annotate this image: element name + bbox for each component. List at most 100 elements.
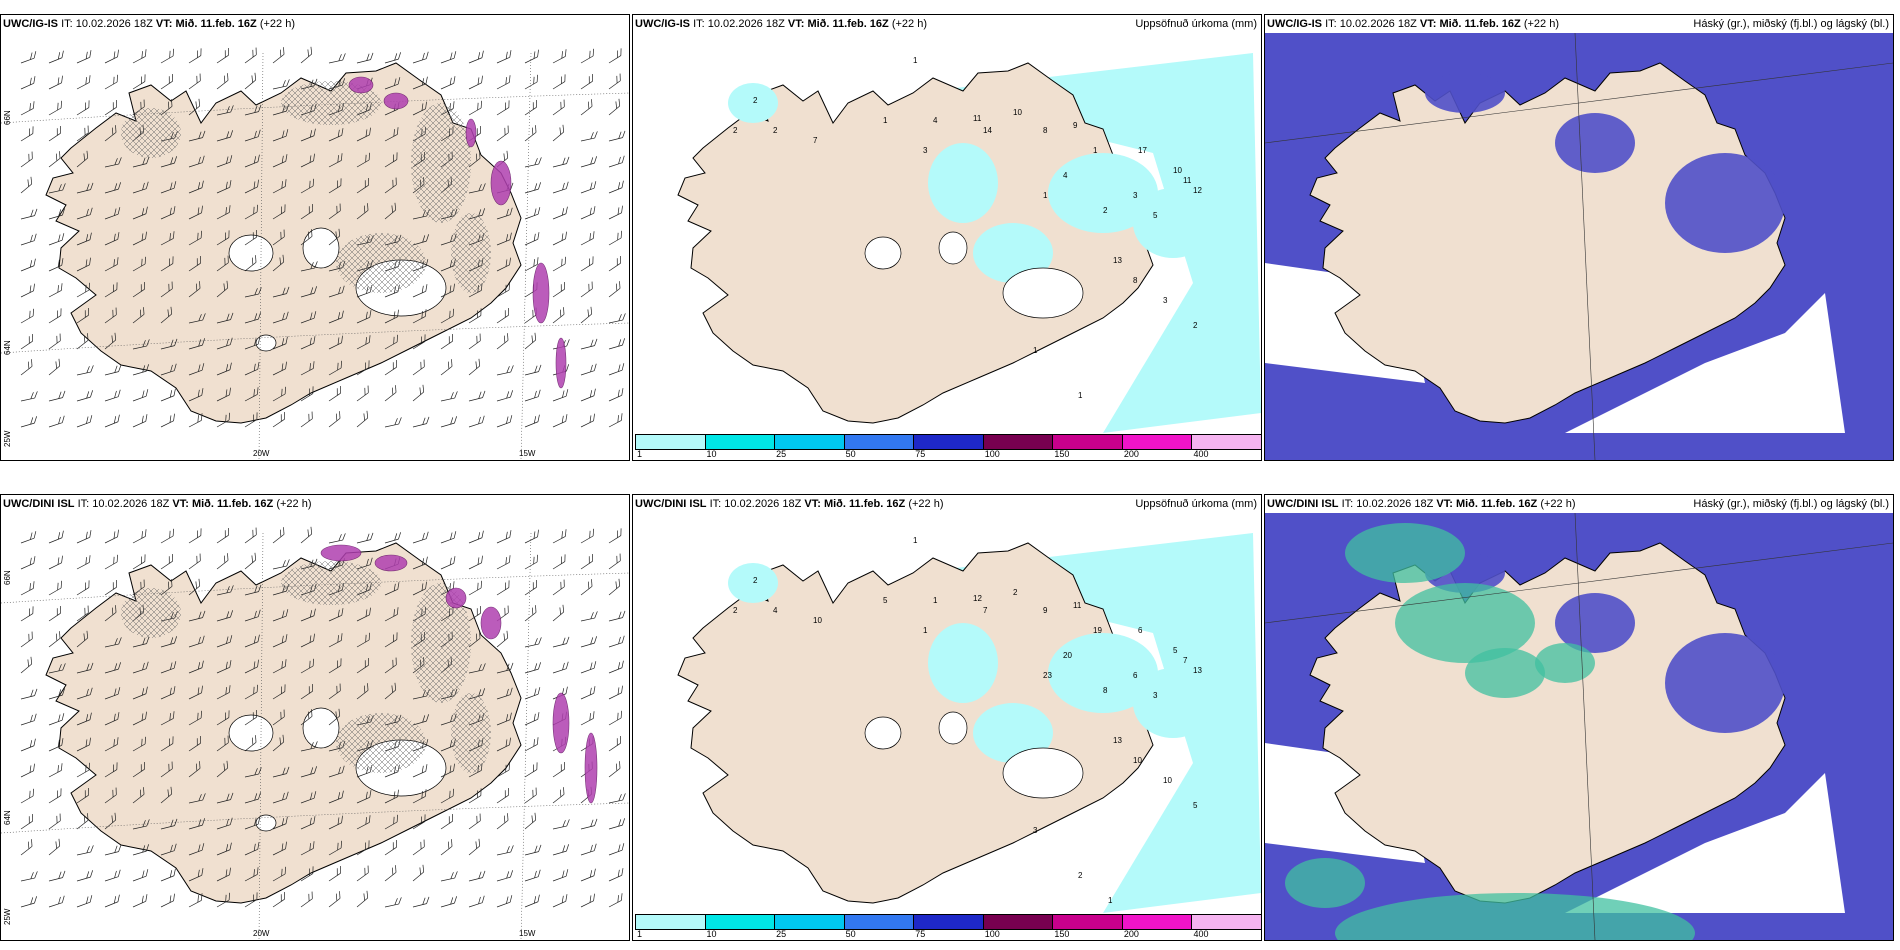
precip-value: 1 — [913, 56, 918, 65]
colorbar-swatch — [1121, 914, 1193, 930]
precip-value: 8 — [1133, 276, 1138, 285]
precip-value: 3 — [923, 146, 928, 155]
panel-title: Uppsöfnuð úrkoma (mm) — [1135, 498, 1257, 510]
colorbar-label: 25 — [776, 449, 787, 459]
precip-value: 11 — [973, 114, 982, 123]
precip-value: 12 — [1193, 186, 1202, 195]
panel-ig-precip: UWC/IG-IS IT: 10.02.2026 18Z VT: Mið. 11… — [632, 14, 1262, 461]
colorbar-swatch — [1052, 434, 1123, 450]
precip-value: 9 — [1073, 121, 1078, 130]
panel-title: Háský (gr.), miðský (fj.bl.) og lágský (… — [1693, 498, 1889, 510]
colorbar-swatch — [635, 914, 706, 930]
precip-value: 7 — [813, 136, 818, 145]
precip-value: 10 — [1163, 776, 1172, 785]
precip-value: 1 — [1033, 346, 1038, 355]
precip-value: 23 — [1043, 671, 1052, 680]
precip-value: 1 — [923, 626, 928, 635]
precip-value: 2 — [753, 96, 758, 105]
panel-dini-wind: UWC/DINI ISL IT: 10.02.2026 18Z VT: Mið.… — [0, 494, 630, 941]
precip-value: 10 — [1173, 166, 1182, 175]
lat-label: 66N — [3, 570, 12, 585]
precip-value: 2 — [1103, 206, 1108, 215]
precip-value: 10 — [813, 616, 822, 625]
lon-label: 15W — [519, 449, 536, 458]
colorbar-label: 75 — [915, 929, 926, 939]
precip-map: 1 2 2 4 10 5 1 1 12 7 2 9 11 20 19 23 8 6 6 3 5 7 13 13 10 10 5 3 2 1 — [633, 513, 1261, 940]
lon-label: 15W — [519, 929, 536, 938]
precip-value: 4 — [1063, 171, 1068, 180]
precip-value: 3 — [1163, 296, 1168, 305]
lat-label: 25W — [3, 430, 12, 447]
precip-value: 1 — [913, 536, 918, 545]
panel-title: Uppsöfnuð úrkoma (mm) — [1135, 18, 1257, 30]
colorbar: 1 10 25 50 75 100 150 200 400 — [635, 914, 1261, 939]
lat-label: 66N — [3, 110, 12, 125]
colorbar-swatch — [1191, 914, 1261, 930]
panel-header: UWC/DINI ISL IT: 10.02.2026 18Z VT: Mið.… — [3, 498, 312, 510]
precip-value: 1 — [1078, 391, 1083, 400]
precip-value: 2 — [773, 126, 778, 135]
colorbar-swatch — [1052, 914, 1123, 930]
precip-value: 1 — [1093, 146, 1098, 155]
precip-value: 9 — [1043, 606, 1048, 615]
precip-value: 11 — [1073, 601, 1082, 610]
precip-value: 3 — [1133, 191, 1138, 200]
colorbar-swatch — [1191, 434, 1261, 450]
lon-label: 20W — [253, 449, 270, 458]
colorbar-label: 400 — [1193, 449, 1209, 459]
colorbar-swatch — [843, 434, 915, 450]
colorbar-label: 25 — [776, 929, 787, 939]
precip-value: 4 — [933, 116, 938, 125]
precip-value: 5 — [1153, 211, 1158, 220]
precip-value: 2 — [1013, 588, 1018, 597]
precip-value: 1 — [883, 116, 888, 125]
precip-value: 20 — [1063, 651, 1072, 660]
colorbar-label: 100 — [984, 929, 1000, 939]
colorbar-label: 75 — [915, 449, 926, 459]
precip-value: 5 — [1173, 646, 1178, 655]
panel-dini-precip: UWC/DINI ISL IT: 10.02.2026 18Z VT: Mið.… — [632, 494, 1262, 941]
colorbar-swatch — [704, 434, 776, 450]
lat-label: 25W — [3, 908, 12, 925]
colorbar-label: 150 — [1054, 449, 1070, 459]
colorbar-label: 400 — [1193, 929, 1209, 939]
precip-value: 7 — [983, 606, 988, 615]
precip-value: 1 — [1108, 896, 1113, 905]
panel-ig-cloud: UWC/IG-IS IT: 10.02.2026 18Z VT: Mið. 11… — [1264, 14, 1894, 461]
colorbar-swatch — [982, 434, 1054, 450]
colorbar-swatch — [1121, 434, 1193, 450]
lon-label: 20W — [253, 929, 270, 938]
precip-value: 17 — [1138, 146, 1147, 155]
precip-value: 2 — [1078, 871, 1083, 880]
colorbar-swatch — [704, 914, 776, 930]
colorbar-label: 10 — [706, 449, 717, 459]
precip-value: 7 — [1183, 656, 1188, 665]
panel-ig-wind: UWC/IG-IS IT: 10.02.2026 18Z VT: Mið. 11… — [0, 14, 630, 461]
panel-title: Háský (gr.), miðský (fj.bl.) og lágský (… — [1693, 18, 1889, 30]
colorbar-swatch — [843, 914, 915, 930]
precip-map: 1 2 2 2 7 1 4 3 11 14 10 8 9 4 1 1 2 17 3 5 10 11 12 13 8 3 2 1 1 — [633, 33, 1261, 460]
precip-value: 1 — [1043, 191, 1048, 200]
precip-value: 6 — [1133, 671, 1138, 680]
precip-value: 13 — [1113, 736, 1122, 745]
wind-map — [1, 513, 629, 940]
cloud-map — [1265, 33, 1893, 460]
colorbar-swatch — [913, 914, 984, 930]
precip-value: 10 — [1133, 756, 1142, 765]
precip-value: 11 — [1183, 176, 1192, 185]
precip-value: 3 — [1153, 691, 1158, 700]
colorbar-swatch — [635, 434, 706, 450]
colorbar-label: 200 — [1123, 929, 1139, 939]
precip-value: 4 — [773, 606, 778, 615]
precip-value: 14 — [983, 126, 992, 135]
panel-dini-cloud: UWC/DINI ISL IT: 10.02.2026 18Z VT: Mið.… — [1264, 494, 1894, 941]
panel-header: UWC/IG-IS IT: 10.02.2026 18Z VT: Mið. 11… — [635, 18, 927, 30]
precip-value: 13 — [1193, 666, 1202, 675]
precip-value: 5 — [883, 596, 888, 605]
colorbar-label: 10 — [706, 929, 717, 939]
colorbar-label: 1 — [637, 929, 643, 939]
colorbar-swatch — [913, 434, 984, 450]
precip-value: 2 — [733, 606, 738, 615]
cloud-map — [1265, 513, 1893, 940]
colorbar-label: 200 — [1123, 449, 1139, 459]
